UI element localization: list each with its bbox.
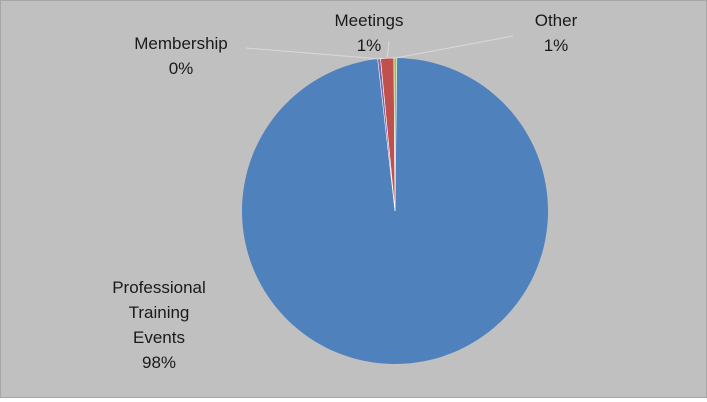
data-label-other: Other 1% xyxy=(535,11,578,55)
leader-lines xyxy=(245,35,514,60)
data-label-name-line: Events xyxy=(133,328,185,347)
data-label-name-line: Other xyxy=(535,11,578,30)
data-label-percent: 98% xyxy=(142,353,176,372)
pie-slices xyxy=(242,57,549,364)
data-label-percent: 0% xyxy=(169,59,194,78)
data-label-name-line: Training xyxy=(129,303,190,322)
data-label-percent: 1% xyxy=(544,36,569,55)
data-label-membership: Membership 0% xyxy=(134,34,228,78)
leader-line-meetings xyxy=(386,40,390,59)
leader-line-membership xyxy=(245,47,380,60)
data-label-name-line: Professional xyxy=(112,278,206,297)
leader-line-other xyxy=(395,35,514,59)
data-label-name-line: Membership xyxy=(134,34,228,53)
data-label-name-line: Meetings xyxy=(335,11,404,30)
data-label-meetings: Meetings 1% xyxy=(335,11,404,55)
data-labels: Professional Training Events 98% Membership 0… xyxy=(112,11,577,372)
data-label-professional-training-events: Professional Training Events 98% xyxy=(112,278,206,372)
data-label-percent: 1% xyxy=(357,36,382,55)
